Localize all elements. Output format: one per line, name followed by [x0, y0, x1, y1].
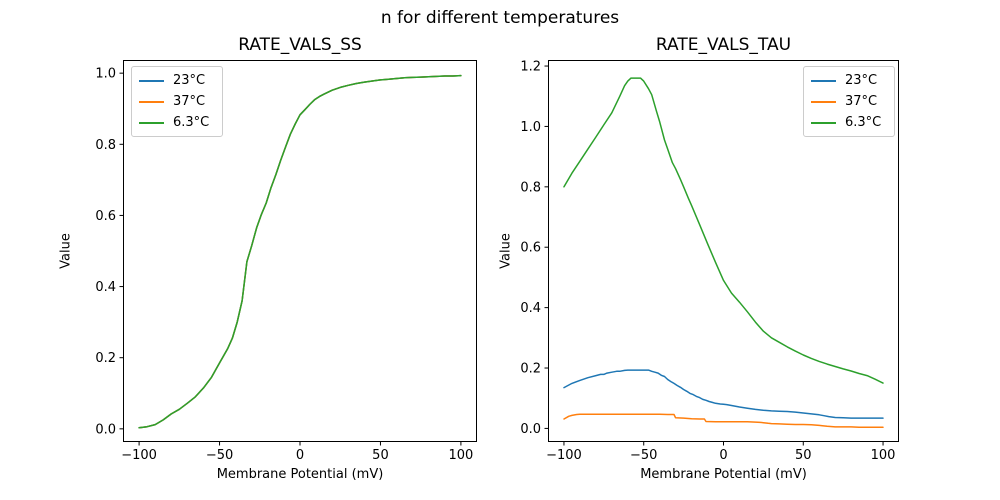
y-axis-label: Value	[498, 233, 514, 269]
legend-label: 23°C	[845, 73, 878, 88]
y-axis-tick-label: 0.6	[520, 241, 541, 256]
legend-entry: 6.3°C	[139, 112, 215, 133]
legend-label: 6.3°C	[173, 115, 210, 130]
y-axis-tick-label: 0.4	[95, 280, 116, 295]
x-axis-tick-label: −50	[630, 448, 657, 463]
legend: 23°C 37°C 6.3°C	[803, 66, 895, 137]
legend-line-swatch-37c	[139, 100, 164, 103]
y-axis-label: Value	[58, 233, 74, 269]
legend-label: 37°C	[845, 94, 878, 109]
legend-line-swatch-6-3c	[139, 121, 164, 124]
legend: 23°C 37°C 6.3°C	[131, 66, 223, 137]
legend-line-swatch-6-3c	[811, 121, 836, 124]
y-axis-tick-label: 0.0	[520, 422, 541, 437]
legend-label: 23°C	[173, 73, 206, 88]
y-axis-tick-label: 0.0	[95, 422, 116, 437]
x-axis-label: Membrane Potential (mV)	[640, 467, 807, 482]
x-axis-tick-label: 50	[795, 448, 812, 463]
legend-label: 37°C	[173, 94, 206, 109]
plot-frame	[548, 60, 899, 442]
legend-line-swatch-23c	[139, 79, 164, 82]
y-axis-tick-label: 0.2	[95, 351, 116, 366]
y-axis-tick-label: 0.4	[520, 301, 541, 316]
series-line-23C	[563, 369, 884, 419]
legend-entry: 23°C	[139, 70, 215, 91]
series-line-37C	[563, 413, 884, 428]
x-axis-tick-label: 0	[296, 448, 304, 463]
x-axis-tick-label: 0	[719, 448, 727, 463]
plot-title-rate-vals-ss: RATE_VALS_SS	[238, 35, 362, 55]
y-axis-tick-label: 0.6	[95, 209, 116, 224]
legend-label: 6.3°C	[845, 115, 882, 130]
x-axis-tick-label: 100	[448, 448, 473, 463]
x-axis-label: Membrane Potential (mV)	[216, 467, 384, 482]
y-axis-tick-label: 0.2	[520, 362, 541, 377]
legend-line-swatch-37c	[811, 100, 836, 103]
y-axis-tick-label: 0.8	[95, 138, 116, 153]
series-line-63C	[563, 77, 884, 384]
plot-title-rate-vals-tau: RATE_VALS_TAU	[655, 35, 792, 55]
legend-entry: 23°C	[811, 70, 887, 91]
y-axis-tick-label: 1.0	[95, 67, 116, 82]
y-axis-tick-label: 1.0	[520, 120, 541, 135]
legend-entry: 6.3°C	[811, 112, 887, 133]
series-line-63C	[138, 74, 462, 429]
legend-entry: 37°C	[139, 91, 215, 112]
x-axis-tick-label: 50	[372, 448, 389, 463]
x-axis-tick-label: −100	[546, 448, 582, 463]
figure-suptitle: n for different temperatures	[380, 8, 620, 28]
x-axis-tick-label: 100	[871, 448, 896, 463]
y-axis-tick-label: 1.2	[520, 60, 541, 75]
legend-line-swatch-23c	[811, 79, 836, 82]
x-axis-tick-label: −100	[121, 448, 157, 463]
plot-frame	[123, 60, 477, 442]
legend-entry: 37°C	[811, 91, 887, 112]
x-axis-tick-label: −50	[206, 448, 233, 463]
y-axis-tick-label: 0.8	[520, 180, 541, 195]
